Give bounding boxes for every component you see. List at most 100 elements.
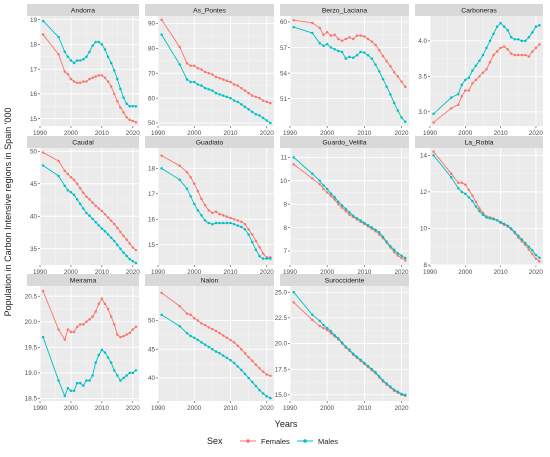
data-point-females (109, 85, 113, 88)
data-point-males (363, 361, 366, 365)
x-tick-label: 2020 (395, 269, 410, 276)
panel-title: Nalon (201, 278, 219, 285)
x-tick-label: 2010 (95, 130, 110, 137)
data-point-females (119, 106, 122, 109)
data-point-males (460, 83, 464, 87)
data-point-males (449, 176, 453, 179)
data-point-females (97, 302, 101, 306)
data-point-males (122, 96, 125, 99)
data-point-females (329, 34, 333, 37)
x-tick-label: 2020 (260, 405, 275, 412)
data-point-females (200, 197, 203, 201)
data-point-males (214, 221, 218, 225)
data-point-females (196, 319, 200, 322)
data-point-males (265, 257, 268, 260)
data-point-males (131, 371, 135, 375)
panel-title: Berzo_Laciana (322, 8, 368, 15)
y-tick-label: 22.5 (275, 315, 288, 322)
data-point-females (538, 43, 541, 46)
data-point-females (214, 210, 218, 213)
data-point-females (527, 55, 531, 58)
data-point-females (344, 37, 348, 41)
data-point-females (178, 45, 181, 49)
data-point-females (474, 78, 478, 82)
legend-key-males-dot (303, 439, 307, 443)
y-tick-label: 19 (30, 17, 38, 24)
data-point-females (63, 169, 66, 172)
data-point-males (351, 352, 355, 356)
data-point-males (41, 19, 45, 23)
data-point-males (94, 40, 97, 44)
data-point-females (82, 80, 85, 83)
data-point-females (269, 374, 272, 377)
data-point-males (531, 249, 534, 252)
x-tick-label: 2000 (458, 130, 473, 137)
data-point-males (464, 78, 467, 82)
data-point-females (254, 239, 258, 243)
data-point-females (69, 330, 73, 334)
data-point-males (396, 390, 400, 394)
data-point-females (91, 315, 94, 318)
data-point-males (207, 345, 210, 349)
data-point-females (325, 30, 329, 34)
data-point-females (66, 172, 70, 176)
data-point-males (69, 59, 73, 62)
data-point-females (311, 177, 314, 180)
data-point-males (116, 77, 119, 81)
data-point-males (492, 32, 495, 35)
data-point-males (218, 352, 221, 355)
data-point-females (160, 291, 163, 295)
panel-la-robla: La_Robla 1990 2000 2010 2020 8 10 12 14 (415, 136, 543, 276)
data-point-females (322, 187, 325, 191)
data-point-females (225, 79, 229, 82)
x-tick-label: 2020 (395, 130, 410, 137)
data-point-females (116, 226, 119, 230)
y-tick-label: 50 (30, 148, 38, 155)
data-point-males (82, 58, 85, 61)
data-point-females (396, 75, 400, 78)
data-point-males (261, 116, 265, 120)
y-tick-label: 60 (280, 19, 288, 26)
y-tick-label: 18 (30, 42, 38, 49)
data-point-males (128, 371, 131, 375)
panel-title: Carboneras (461, 8, 497, 15)
data-point-males (481, 53, 485, 57)
data-point-males (333, 334, 336, 337)
data-point-males (495, 218, 499, 222)
data-point-females (196, 67, 200, 70)
data-point-males (457, 92, 460, 96)
data-point-females (189, 64, 192, 68)
x-tick-label: 2020 (529, 269, 544, 276)
data-point-males (374, 228, 377, 232)
data-point-males (265, 119, 268, 122)
y-tick-label: 8 (283, 225, 287, 232)
data-point-males (78, 381, 82, 385)
data-point-males (474, 205, 478, 208)
data-point-females (78, 187, 82, 190)
panel-strip (280, 4, 409, 16)
data-point-males (247, 108, 250, 111)
data-point-males (85, 211, 88, 215)
data-point-males (325, 187, 329, 191)
data-point-females (333, 198, 336, 201)
data-point-females (534, 46, 538, 50)
data-point-males (251, 240, 254, 244)
data-point-males (492, 218, 495, 221)
data-point-males (134, 261, 138, 265)
data-point-males (128, 257, 131, 261)
data-point-males (225, 95, 229, 99)
data-point-females (247, 228, 250, 231)
data-point-males (251, 380, 254, 384)
data-point-males (449, 96, 453, 99)
x-tick-label: 2010 (494, 269, 509, 276)
data-point-males (109, 361, 113, 364)
data-point-males (240, 368, 243, 372)
data-point-males (247, 233, 250, 236)
y-tick-label: 19.0 (25, 370, 38, 377)
data-point-females (457, 181, 460, 184)
data-point-females (366, 37, 370, 41)
data-point-females (449, 107, 453, 110)
data-point-females (100, 209, 104, 213)
data-point-females (527, 248, 531, 251)
panel-as-pontes: As_Pontes 1990 2000 2010 2020 50 60 70 80 90 (145, 4, 274, 137)
